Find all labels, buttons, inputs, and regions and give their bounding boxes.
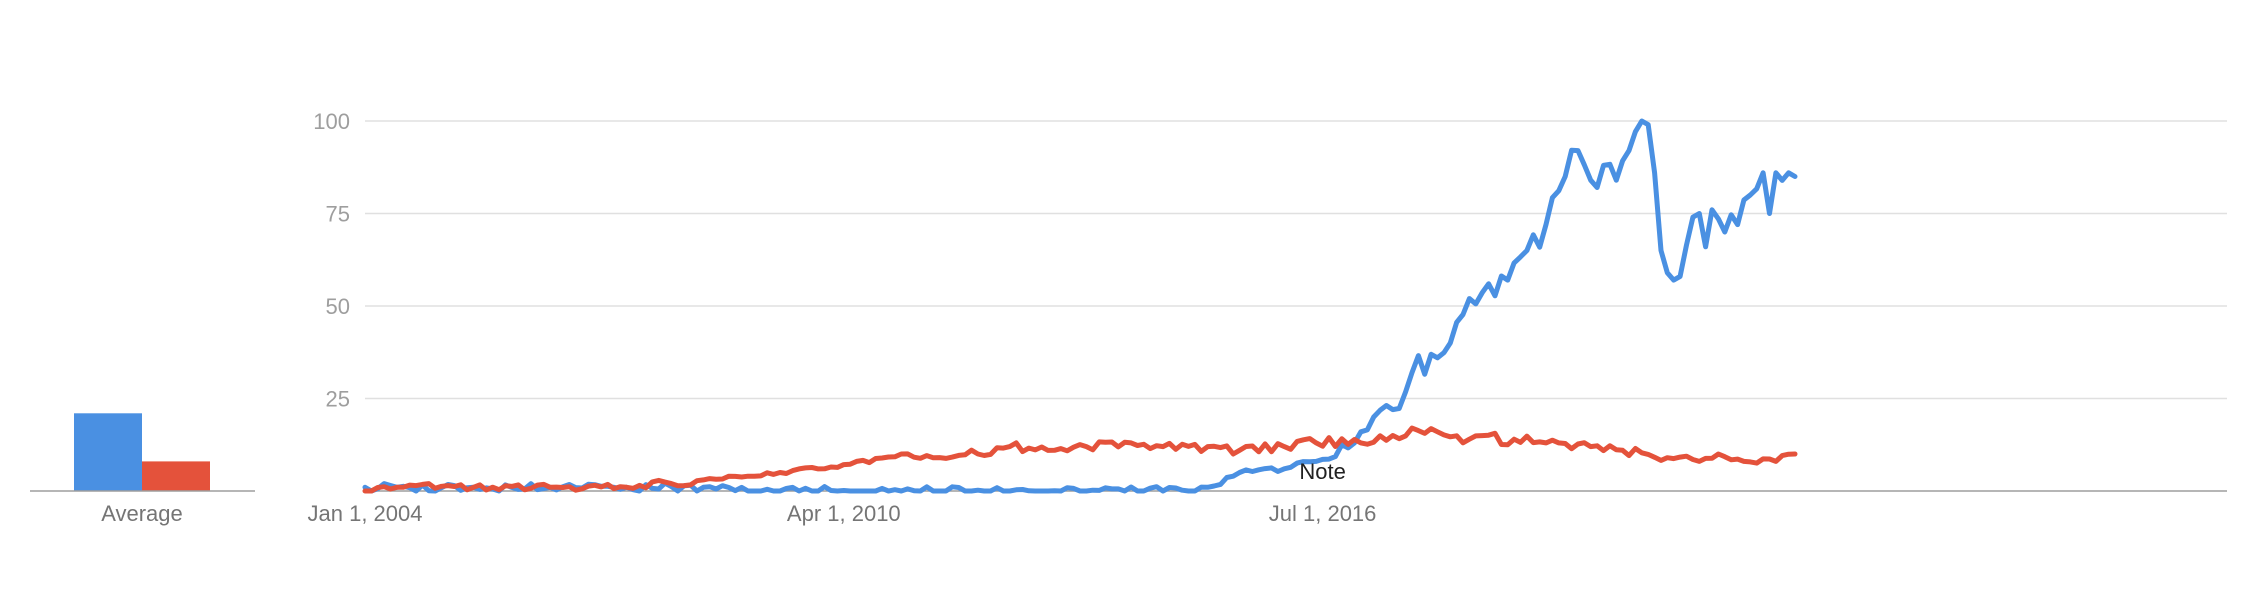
x-tick-label: Jan 1, 2004 — [308, 501, 423, 526]
y-tick-label: 50 — [326, 294, 350, 319]
y-tick-label: 100 — [313, 109, 350, 134]
average-label: Average — [101, 501, 183, 526]
note-annotation[interactable]: Note — [1299, 459, 1345, 484]
line-chart: 25 50 75 100 Jan 1, 2004 Apr 1, 2010 Jul 1, 2… — [308, 109, 2227, 526]
average-bar-chart: Average — [30, 413, 255, 526]
x-tick-label: Apr 1, 2010 — [787, 501, 901, 526]
x-tick-labels: Jan 1, 2004 Apr 1, 2010 Jul 1, 2016 — [308, 501, 1377, 526]
y-tick-label: 75 — [326, 202, 350, 227]
y-tick-label: 25 — [326, 387, 350, 412]
x-tick-label: Jul 1, 2016 — [1269, 501, 1377, 526]
series-line-2[interactable] — [362, 425, 1798, 494]
series-lines — [362, 118, 1798, 494]
y-tick-labels: 25 50 75 100 — [313, 109, 350, 412]
average-bar-series-2[interactable] — [142, 461, 210, 491]
average-bar-series-1[interactable] — [74, 413, 142, 491]
grid-lines — [365, 120, 2227, 400]
